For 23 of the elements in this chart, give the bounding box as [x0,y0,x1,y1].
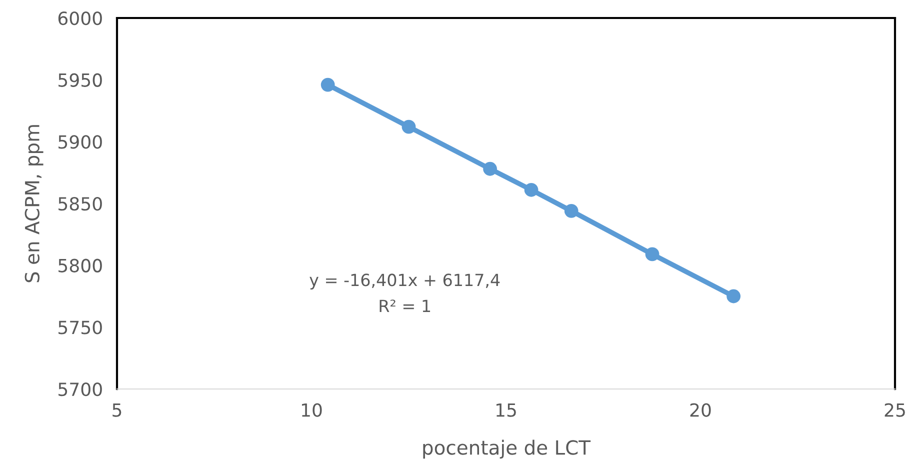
x-tick-label: 10 [302,403,322,417]
point [726,289,741,304]
y-tick-label: 6000 [58,11,102,26]
x-tick-label: 20 [690,403,711,417]
point [524,182,538,197]
x-axis-title: pocentaje de LCT [423,440,591,459]
x-tick-label: 5 [112,403,122,417]
y-axis-title: S en ACPM, ppm [24,125,44,282]
point [402,120,416,134]
x-tick-label: 15 [496,403,516,417]
point [320,78,335,92]
y-tick-label: 5700 [58,382,102,396]
point [564,204,578,218]
x-tick-label: 25 [884,403,905,417]
y-tick-label: 5900 [58,135,102,149]
annotation: R² = 1 [380,300,430,312]
y-tick-label: 5800 [58,258,102,272]
point [645,247,660,262]
point [483,162,497,176]
annotation: y = -16,401x + 6117,4 [310,274,500,290]
y-tick-label: 5750 [58,320,102,334]
y-tick-label: 5950 [58,73,102,87]
y-tick-label: 5850 [58,196,102,211]
